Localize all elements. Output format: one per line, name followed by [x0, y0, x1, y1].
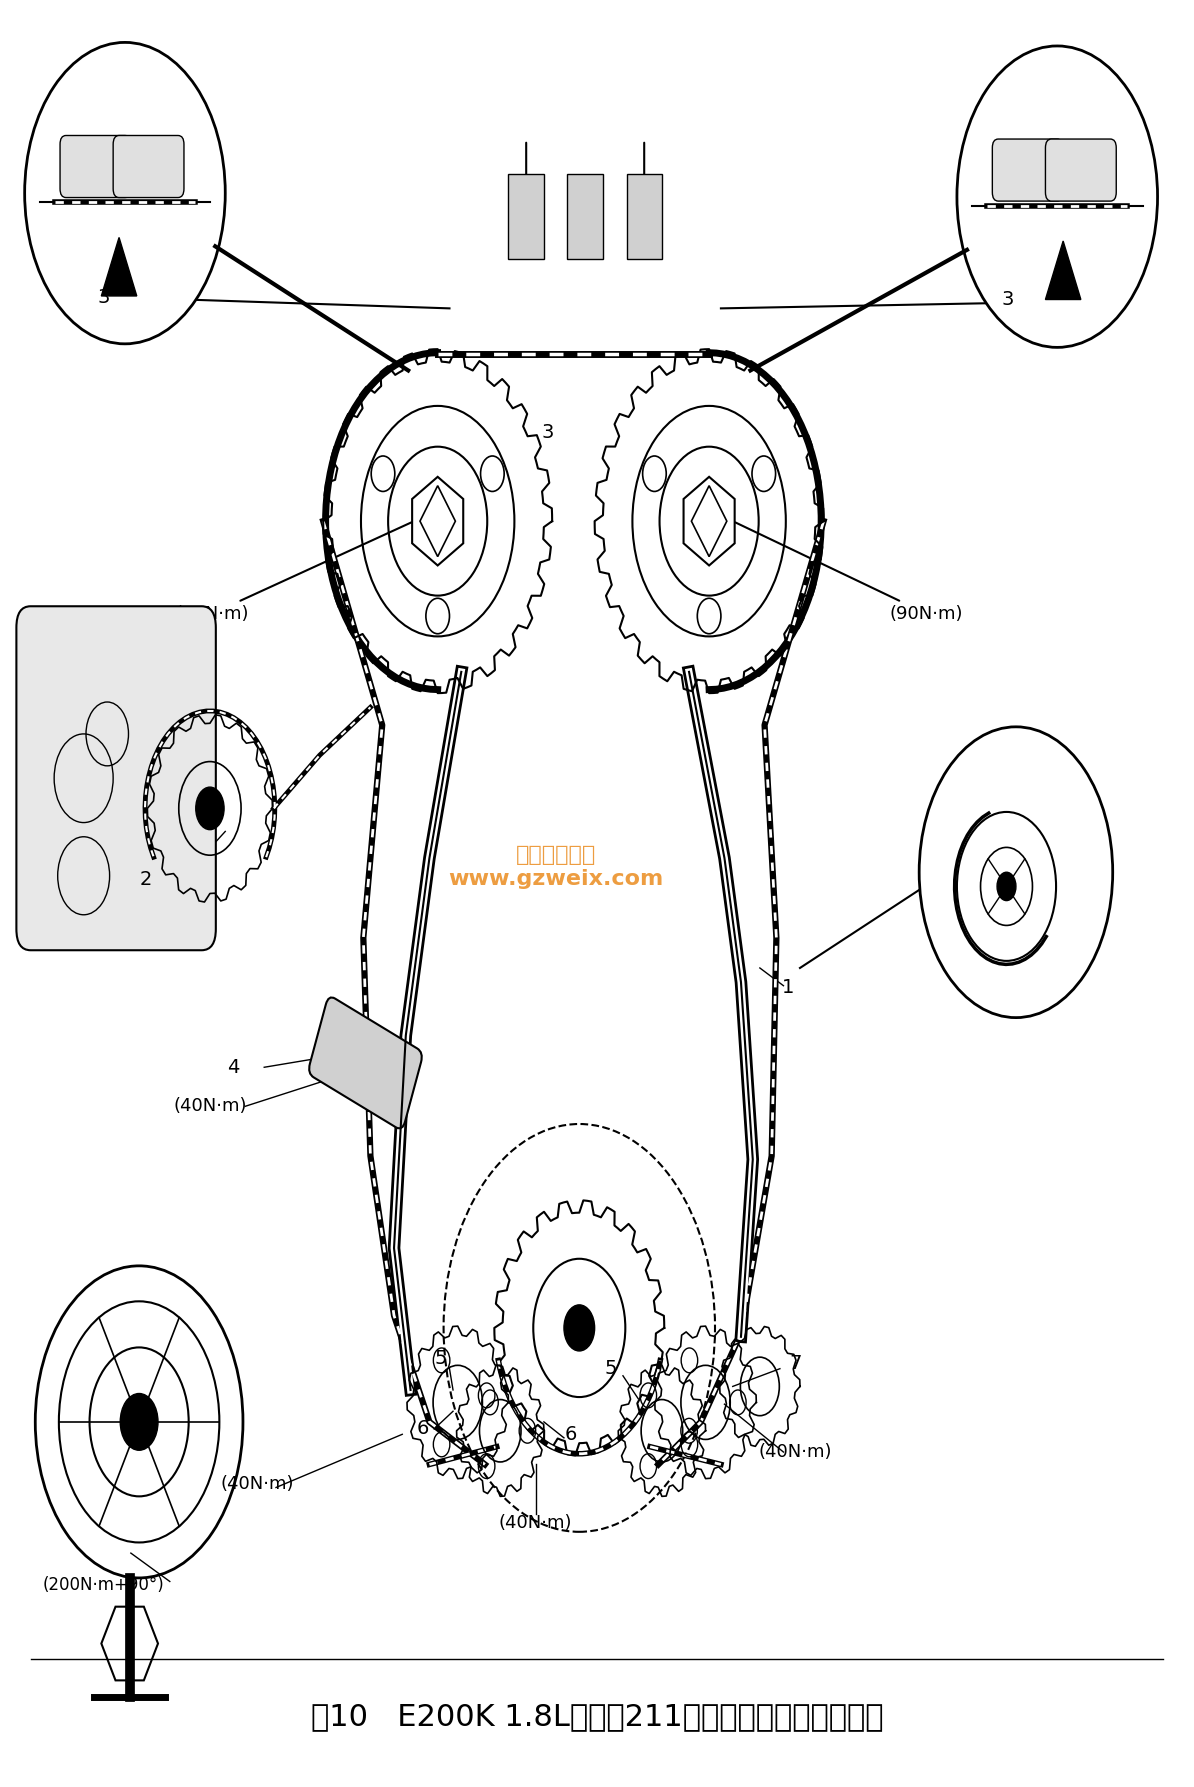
Text: 7: 7	[789, 1355, 801, 1372]
Bar	[567, 173, 603, 259]
Polygon shape	[101, 238, 137, 297]
Circle shape	[956, 46, 1157, 347]
FancyBboxPatch shape	[60, 136, 131, 198]
Circle shape	[25, 43, 226, 343]
Text: 6: 6	[417, 1419, 429, 1439]
Text: (200N·m+90°): (200N·m+90°)	[43, 1576, 165, 1594]
Text: 3: 3	[1002, 289, 1014, 309]
FancyBboxPatch shape	[309, 997, 421, 1128]
Text: 精通维修下载
www.gzweix.com: 精通维修下载 www.gzweix.com	[448, 845, 664, 888]
Circle shape	[919, 727, 1113, 1017]
Text: (40N·m): (40N·m)	[221, 1474, 294, 1492]
Text: (90N·m): (90N·m)	[736, 522, 964, 622]
Text: 图10   E200K 1.8L轿车（211底盘）正时链条部件识别: 图10 E200K 1.8L轿车（211底盘）正时链条部件识别	[310, 1701, 884, 1732]
FancyBboxPatch shape	[1046, 139, 1116, 202]
Text: 4: 4	[227, 1058, 240, 1078]
Text: (90N·m): (90N·m)	[176, 522, 412, 622]
Text: 1: 1	[782, 977, 794, 997]
Bar	[627, 173, 661, 259]
Circle shape	[997, 872, 1016, 901]
Text: 3: 3	[541, 424, 554, 441]
Circle shape	[564, 1305, 595, 1351]
Circle shape	[196, 786, 224, 829]
Text: 5: 5	[605, 1360, 617, 1378]
Bar	[509, 173, 544, 259]
Text: (40N·m): (40N·m)	[758, 1444, 832, 1462]
Polygon shape	[1046, 241, 1081, 300]
Text: 5: 5	[435, 1349, 448, 1367]
Text: 3: 3	[98, 288, 110, 307]
Text: (40N·m): (40N·m)	[173, 1097, 247, 1115]
Text: (40N·m): (40N·m)	[499, 1514, 572, 1531]
FancyBboxPatch shape	[17, 606, 216, 951]
Text: 6: 6	[565, 1424, 577, 1444]
Circle shape	[121, 1394, 158, 1451]
FancyBboxPatch shape	[113, 136, 184, 198]
Text: 2: 2	[140, 870, 153, 888]
FancyBboxPatch shape	[992, 139, 1063, 202]
